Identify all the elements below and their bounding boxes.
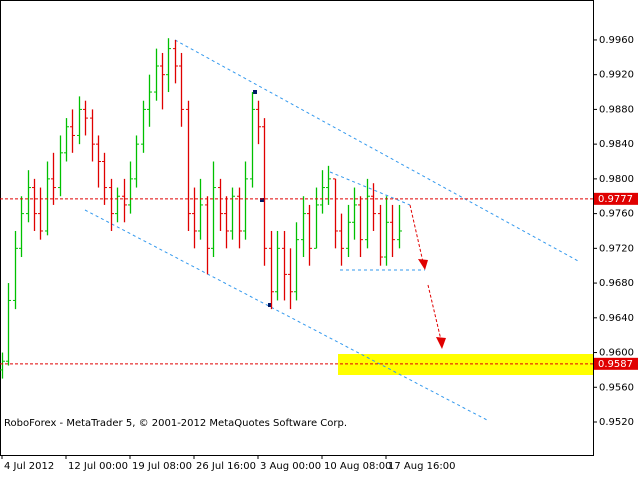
x-tick-label: 17 Aug 16:00 — [388, 461, 455, 472]
wave-point — [253, 90, 257, 94]
x-tick-label: 3 Aug 00:00 — [260, 461, 321, 472]
channel-line — [174, 39, 581, 263]
x-tick-label: 19 Jul 08:00 — [132, 461, 192, 472]
level-label-box — [594, 357, 638, 370]
wave-point — [268, 303, 272, 307]
plot-border — [0, 0, 594, 456]
x-tick-label: 10 Aug 08:00 — [324, 461, 391, 472]
x-tick-label: 26 Jul 16:00 — [196, 461, 256, 472]
y-tick-label: 0.9760 — [599, 209, 634, 220]
x-tick-label: 4 Jul 2012 — [4, 461, 54, 472]
y-tick-label: 0.9640 — [599, 313, 634, 324]
x-tick-label: 12 Jul 00:00 — [68, 461, 128, 472]
y-tick-label: 0.9520 — [599, 417, 634, 428]
y-tick-label: 0.9800 — [599, 174, 634, 185]
y-tick-label: 0.9960 — [599, 35, 634, 46]
y-tick-label: 0.9720 — [599, 243, 634, 254]
arrow-head — [418, 259, 428, 270]
y-tick-label: 0.9560 — [599, 382, 634, 393]
y-tick-label: 0.9920 — [599, 70, 634, 81]
target-zone — [338, 354, 593, 375]
level-label: 0.9777 — [598, 194, 633, 205]
y-tick-label: 0.9680 — [599, 278, 634, 289]
level-label-box — [594, 192, 638, 205]
forecast-arrow — [427, 284, 442, 341]
wave-point — [260, 198, 264, 202]
plot — [84, 39, 593, 421]
y-tick-label: 0.9600 — [599, 348, 634, 359]
y-tick-label: 0.9880 — [599, 104, 634, 115]
arrow-head — [436, 337, 446, 349]
footer: RoboForex - MetaTrader 5, © 2001-2012 Me… — [4, 418, 347, 429]
y-tick-label: 0.9840 — [599, 139, 634, 150]
triangle-line — [329, 171, 411, 206]
level-label: 0.9587 — [598, 359, 633, 370]
